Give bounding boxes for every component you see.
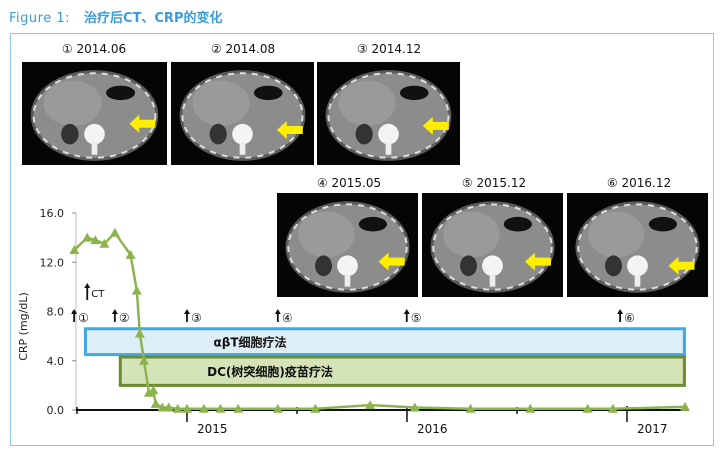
ct-spinous-process xyxy=(344,274,351,287)
ct-scan-image-5 xyxy=(422,193,563,297)
ct-scan-image-4 xyxy=(277,193,418,297)
ct-vertebra xyxy=(84,123,105,145)
ct-kidney xyxy=(355,123,373,145)
ct-spinous-process xyxy=(239,142,246,155)
figure-frame xyxy=(10,33,714,446)
ct-vertebra xyxy=(378,123,399,145)
ct-label-1: ① 2014.06 xyxy=(61,42,127,56)
figure-caption: 治疗后CT、CRP的变化 xyxy=(83,11,223,26)
ct-stomach-gas xyxy=(399,85,429,101)
ct-liver xyxy=(338,80,396,126)
ct-stomach-gas xyxy=(503,216,532,232)
ct-label-6: ⑥ 2016.12 xyxy=(606,176,672,190)
ct-liver xyxy=(192,80,250,126)
yellow-arrow-icon xyxy=(129,114,156,133)
ct-kidney xyxy=(460,255,477,277)
ct-kidney xyxy=(209,123,227,145)
ct-label-5: ⑤ 2015.12 xyxy=(461,176,527,190)
ct-stomach-gas xyxy=(253,85,283,101)
ct-label-2: ② 2014.08 xyxy=(210,42,276,56)
ct-vertebra xyxy=(482,255,503,277)
figure-title: Figure 1: 治疗后CT、CRP的变化 xyxy=(9,7,222,26)
ct-liver xyxy=(43,80,102,126)
yellow-arrow-icon xyxy=(276,120,303,139)
figure-label: Figure 1: xyxy=(9,11,70,26)
ct-liver xyxy=(588,211,645,258)
yellow-arrow-icon xyxy=(422,116,449,135)
ct-scan-image-6 xyxy=(567,193,708,297)
ct-kidney xyxy=(61,123,79,145)
ct-label-4: ④ 2015.05 xyxy=(316,176,382,190)
ct-vertebra xyxy=(337,255,358,277)
ct-spinous-process xyxy=(489,274,496,287)
ct-spinous-process xyxy=(385,142,392,155)
ct-spinous-process xyxy=(634,274,641,287)
ct-scan-image-1 xyxy=(22,62,167,165)
ct-kidney xyxy=(315,255,332,277)
ct-scan-image-3 xyxy=(317,62,460,165)
ct-liver xyxy=(443,211,500,258)
ct-vertebra xyxy=(232,123,253,145)
ct-kidney xyxy=(605,255,622,277)
ct-liver xyxy=(298,211,355,258)
ct-scan-image-2 xyxy=(171,62,314,165)
ct-stomach-gas xyxy=(358,216,387,232)
ct-stomach-gas xyxy=(648,216,677,232)
ct-stomach-gas xyxy=(106,85,136,101)
ct-spinous-process xyxy=(91,142,98,155)
ct-vertebra xyxy=(627,255,648,277)
ct-label-3: ③ 2014.12 xyxy=(356,42,422,56)
